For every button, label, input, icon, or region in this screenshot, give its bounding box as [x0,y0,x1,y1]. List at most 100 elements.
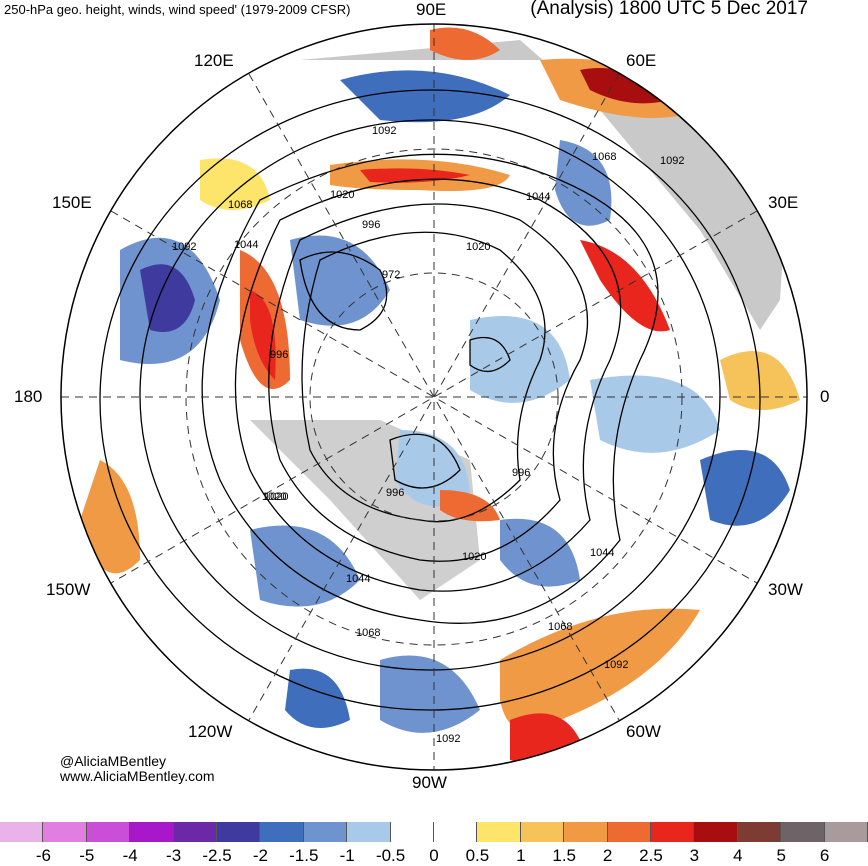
colorbar-tick-label: 2 [602,846,613,865]
colorbar-swatch [217,822,261,842]
positive-anomaly [500,608,700,732]
lon-label-90e: 90E [416,0,447,19]
negative-anomaly [590,375,720,453]
colorbar-swatch [737,822,782,842]
map-subtitle: 250-hPa geo. height, winds, wind speed' … [4,2,351,17]
negative-anomaly [290,235,390,326]
lon-label-150e: 150E [52,193,92,212]
lon-label-30w: 30W [768,580,803,599]
height-label: 1044 [526,191,550,203]
colorbar-tick-label: 5 [776,846,786,865]
map-boundary [60,23,808,771]
negative-anomaly [140,264,195,332]
positive-anomaly [580,68,670,104]
colorbar-swatch [260,822,304,842]
positive-anomaly [80,460,140,574]
credit-website: www.AliciaMBentley.com [60,768,215,784]
positive-anomaly [440,490,500,522]
height-label: 1044 [590,547,614,559]
height-label: 996 [362,219,380,231]
map-title: (Analysis) 1800 UTC 5 Dec 2017 [530,0,808,19]
height-label: 972 [382,269,400,281]
colorbar-tick-label: -1.5 [289,846,319,865]
colorbar-tick-label: 2.5 [639,846,663,865]
lon-label-60e: 60E [626,51,657,70]
map-field: 1092 1068 1092 1068 1044 1020 996 972 10… [61,24,807,770]
negative-anomaly [700,450,790,526]
colorbar-tick-label: 6 [819,846,830,865]
lon-label-120w: 120W [188,722,233,741]
colorbar: -6 -5 -4 -3 -2.5 -2 -1.5 -1 -0.5 0 0.5 1 1.5 2 2.5 3 4 5 6 [0,822,868,865]
lon-label-180: 180 [14,387,43,406]
colorbar-swatch [0,822,44,842]
credit-handle: @AliciaMBentley [60,753,167,769]
colorbar-tick-label: 0.5 [465,846,490,865]
height-label: 1020 [330,189,354,201]
height-label: 1092 [372,125,396,137]
height-label: 1068 [356,627,380,639]
colorbar-tick-label: -2 [252,846,268,865]
colorbar-tick-label: 1 [516,846,526,865]
height-label: 996 [386,487,404,499]
credit-block: @AliciaMBentley www.AliciaMBentley.com [60,754,215,784]
positive-anomaly [200,158,270,210]
height-label: 1044 [234,239,258,251]
colorbar-swatch [347,822,391,842]
colorbar-swatch [390,822,434,842]
height-label: 1068 [592,151,616,163]
colorbar-tick-label: -5 [79,846,95,865]
colorbar-tick-label: 3 [689,846,700,865]
height-label: 1020 [264,491,288,503]
colorbar-tick-label: 4 [733,846,743,865]
lon-label-120e: 120E [194,51,234,70]
positive-anomaly [580,240,670,332]
height-label: 1068 [228,199,252,211]
colorbar-swatch [173,822,217,842]
colorbar-swatch [43,822,87,842]
height-labels: 1092 1068 1092 1068 1044 1020 996 972 10… [172,125,684,745]
height-label: 1092 [604,659,628,671]
height-label: 1044 [346,573,370,585]
colorbar-tick-label: 1.5 [552,846,577,865]
colorbar-swatch [694,822,738,842]
colorbar-tick-label: -4 [122,846,138,865]
height-label: 1020 [262,491,286,503]
positive-anomaly [430,27,500,60]
colorbar-tick-label: -3 [166,846,182,865]
colorbar-swatch [607,822,651,842]
colorbar-tick-label: -2.5 [202,846,232,865]
colorbar-tick-label: 0 [429,846,439,865]
lon-label-90w: 90W [412,773,447,792]
colorbar-swatch [477,822,521,842]
negative-anomaly [340,70,510,123]
colorbar-swatch [781,822,825,842]
negative-anomaly [250,525,360,607]
lon-label-0: 0 [820,387,830,406]
height-label: 1092 [660,155,684,167]
colorbar-swatch [651,822,695,842]
graticule [61,24,807,770]
colorbar-swatch [434,822,478,842]
colorbar-tick-label: -6 [35,846,51,865]
colorbar-swatch [824,822,868,842]
height-label: 1092 [436,733,460,745]
height-contours [99,89,761,711]
lon-label-30e: 30E [768,193,799,212]
height-label: 996 [512,467,530,479]
negative-anomaly [380,655,480,733]
colorbar-tick-label: -1 [339,846,355,865]
colorbar-swatch [303,822,348,842]
colorbar-swatch [130,822,174,842]
lon-label-150w: 150W [46,580,91,599]
colorbar-swatch [86,822,131,842]
height-label: 1068 [548,621,572,633]
negative-anomaly [285,668,350,728]
height-label: 1092 [172,241,196,253]
lon-label-60w: 60W [626,722,661,741]
height-label: 1020 [462,551,486,563]
polar-map: 1092 1068 1092 1068 1044 1020 996 972 10… [60,23,808,771]
height-label: 996 [270,349,288,361]
colorbar-swatch [520,822,565,842]
colorbar-tick-label: -0.5 [375,846,406,865]
height-label: 1020 [466,241,490,253]
